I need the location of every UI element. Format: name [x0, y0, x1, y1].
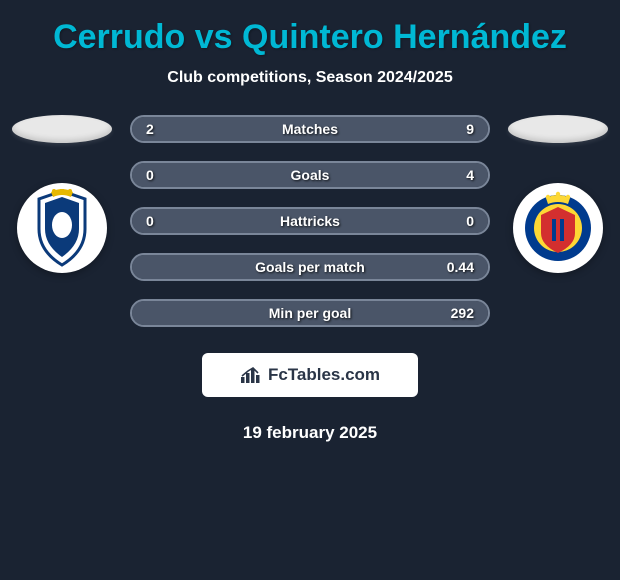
brand-name: FcTables.com — [268, 365, 380, 385]
stat-row: 0 Goals 4 — [130, 161, 490, 189]
stat-row: Goals per match 0.44 — [130, 253, 490, 281]
stat-label: Matches — [282, 121, 338, 137]
bar-chart-icon — [240, 366, 262, 384]
stat-row: 0 Hattricks 0 — [130, 207, 490, 235]
page-title: Cerrudo vs Quintero Hernández — [0, 18, 620, 57]
stat-label: Goals per match — [255, 259, 365, 275]
stat-label: Hattricks — [280, 213, 340, 229]
shield-icon — [27, 189, 97, 267]
stats-column: 2 Matches 9 0 Goals 4 0 Hattricks 0 Goals per mat… — [130, 115, 490, 327]
brand-badge: FcTables.com — [202, 353, 418, 397]
left-column — [12, 115, 112, 273]
stat-label: Min per goal — [269, 305, 351, 321]
player-silhouette-right — [508, 115, 608, 143]
date-text: 19 february 2025 — [0, 423, 620, 443]
stat-right-value: 0.44 — [447, 259, 474, 275]
right-column — [508, 115, 608, 273]
comparison-panel: 2 Matches 9 0 Goals 4 0 Hattricks 0 Goals per mat… — [0, 115, 620, 327]
stat-fill-left — [132, 117, 196, 141]
stat-right-value: 292 — [451, 305, 474, 321]
left-team-crest — [17, 183, 107, 273]
player-silhouette-left — [12, 115, 112, 143]
infographic-root: Cerrudo vs Quintero Hernández Club compe… — [0, 0, 620, 453]
stat-row: 2 Matches 9 — [130, 115, 490, 143]
stat-fill-right — [196, 117, 488, 141]
right-team-crest — [513, 183, 603, 273]
shield-icon — [523, 189, 593, 267]
stat-right-value: 9 — [466, 121, 474, 137]
stat-left-value: 0 — [146, 167, 154, 183]
stat-row: Min per goal 292 — [130, 299, 490, 327]
stat-left-value: 2 — [146, 121, 154, 137]
stat-right-value: 4 — [466, 167, 474, 183]
stat-label: Goals — [291, 167, 330, 183]
subtitle: Club competitions, Season 2024/2025 — [0, 69, 620, 87]
stat-left-value: 0 — [146, 213, 154, 229]
stat-right-value: 0 — [466, 213, 474, 229]
